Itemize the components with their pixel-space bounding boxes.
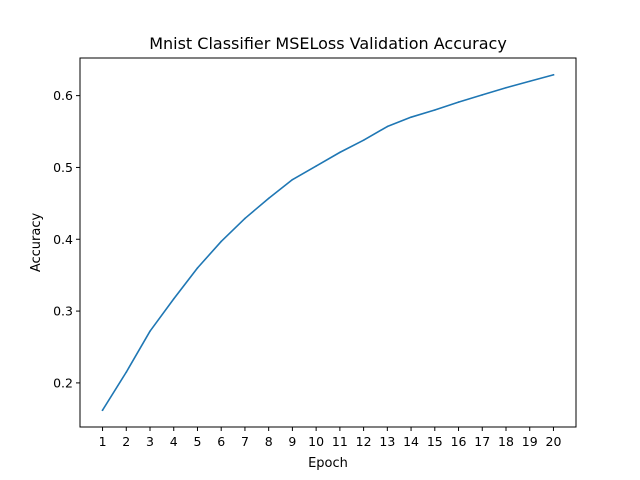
data-point — [315, 165, 317, 167]
series-group — [101, 73, 555, 412]
y-axis-label: Accuracy — [29, 213, 44, 273]
x-tick-label: 10 — [308, 434, 324, 449]
x-tick-label: 16 — [451, 434, 467, 449]
x-tick-label: 3 — [146, 434, 154, 449]
x-tick-label: 9 — [288, 434, 296, 449]
plot-area: 1 2 3 4 5 6 7 8 9 10 11 12 13 14 15 16 17 18 19 20 0.20.30.… — [53, 57, 577, 449]
data-point — [101, 409, 104, 411]
data-point — [339, 151, 341, 154]
y-tick-label: 0.6 — [53, 88, 73, 103]
data-point — [386, 125, 389, 128]
data-point — [196, 267, 199, 269]
data-point — [244, 217, 246, 220]
x-tick-label: 20 — [546, 434, 562, 449]
x-tick-label: 8 — [265, 434, 273, 449]
x-tick-label: 6 — [217, 434, 225, 449]
x-tick-label: 5 — [193, 434, 201, 449]
x-tick-label: 4 — [170, 434, 178, 449]
data-point — [125, 371, 128, 373]
x-tick-label: 17 — [474, 434, 490, 449]
x-tick-label: 18 — [498, 434, 514, 449]
data-point — [505, 86, 507, 89]
data-point — [172, 298, 175, 300]
data-point — [362, 139, 365, 141]
data-point — [149, 330, 151, 332]
x-axis-ticks: 1 2 3 4 5 6 7 8 9 10 11 12 13 14 15 16 17 18 19 20 — [99, 427, 562, 449]
y-tick-label: 0.2 — [53, 375, 73, 390]
data-point — [552, 74, 555, 76]
x-tick-label: 12 — [356, 434, 372, 449]
chart-title: Mnist Classifier MSELoss Validation Accu… — [149, 34, 507, 53]
data-point — [267, 197, 270, 200]
x-tick-label: 11 — [332, 434, 348, 449]
y-axis-ticks: 0.2 0.3 0.4 0.5 0.6 — [53, 88, 80, 390]
data-point — [457, 101, 460, 103]
data-point — [481, 94, 484, 96]
y-tick-label: 0.3 — [53, 304, 73, 319]
y-tick-label: 0.4 — [53, 232, 73, 247]
data-point — [528, 80, 531, 83]
data-point — [410, 116, 412, 118]
x-tick-label: 1 — [99, 434, 107, 449]
x-tick-label: 7 — [241, 434, 249, 449]
data-point — [291, 178, 294, 181]
data-point — [433, 109, 436, 111]
data-point — [220, 240, 223, 243]
x-tick-label: 14 — [403, 434, 419, 449]
x-axis-label: Epoch — [308, 456, 348, 471]
x-tick-label: 13 — [379, 434, 395, 449]
series-line — [101, 73, 555, 412]
x-tick-label: 2 — [122, 434, 130, 449]
y-tick-label: 0.5 — [53, 160, 73, 175]
axes-frame — [79, 57, 577, 428]
x-tick-label: 19 — [522, 434, 538, 449]
x-tick-label: 15 — [427, 434, 443, 449]
